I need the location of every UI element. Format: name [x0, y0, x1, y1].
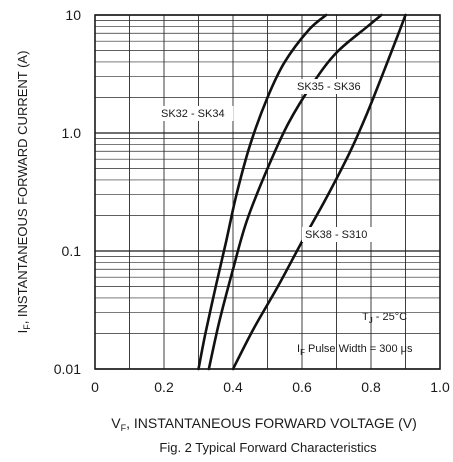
- plot-frame: [94, 14, 441, 370]
- x-axis-label: VF, INSTANTANEOUS FORWARD VOLTAGE (V): [111, 415, 417, 433]
- series-curve: [207, 13, 383, 371]
- x-tick-label: 0.8: [361, 379, 381, 395]
- series-label: SK32 - SK34: [161, 108, 225, 120]
- series-labels: SK32 - SK34 SK35 - SK36 SK38 - S310: [158, 79, 378, 242]
- y-tick-label: 0.01: [54, 361, 81, 377]
- y-axis-label: IF, INSTANTANEOUS FORWARD CURRENT (A): [15, 51, 32, 334]
- temperature-annotation: TJ - 25°C: [362, 311, 407, 325]
- series-curves: [197, 13, 407, 371]
- y-tick-label: 1.0: [62, 125, 82, 141]
- x-tick-label: 0: [91, 379, 99, 395]
- series-label-background: [294, 79, 370, 94]
- x-tick-label: 1.0: [430, 379, 450, 395]
- series-curve: [197, 13, 328, 371]
- x-tick-label: 0.2: [154, 379, 174, 395]
- series-label: SK35 - SK36: [297, 81, 361, 93]
- x-tick-labels: 0 0.2 0.4 0.6 0.8 1.0: [91, 379, 450, 395]
- series-curve: [231, 13, 407, 371]
- series-label: SK38 - S310: [305, 229, 367, 241]
- pulse-width-annotation: IF Pulse Width = 300 μs: [297, 343, 413, 357]
- figure-caption: Fig. 2 Typical Forward Characteristics: [159, 440, 377, 455]
- x-tick-label: 0.6: [292, 379, 312, 395]
- y-tick-labels: 0.01 0.1 1.0 10: [54, 7, 81, 377]
- x-tick-label: 0.4: [223, 379, 243, 395]
- series-label-background: [158, 106, 234, 121]
- series-label-background: [302, 227, 378, 242]
- y-tick-label: 0.1: [62, 243, 82, 259]
- y-tick-label: 10: [65, 7, 81, 23]
- grid-lines: [95, 14, 440, 370]
